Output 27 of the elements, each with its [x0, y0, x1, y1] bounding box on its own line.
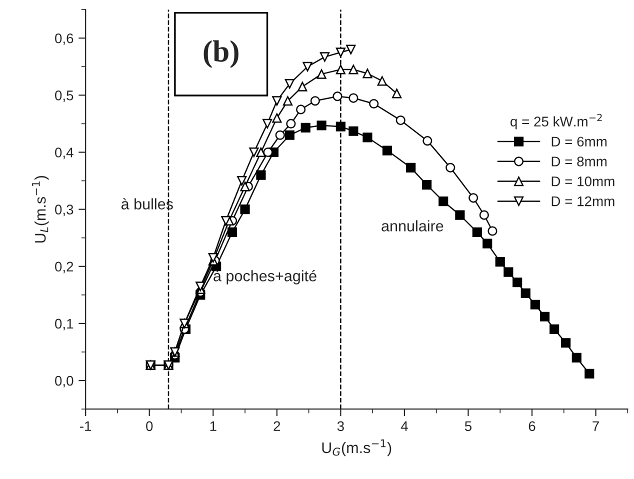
x-tick-label: 4: [400, 421, 408, 431]
x-tick-label: 7: [592, 421, 599, 431]
y-tick-label: 0,2: [55, 262, 74, 274]
x-tick-label: 3: [337, 421, 344, 432]
y-tick-label: 0,5: [55, 90, 74, 102]
annotation: à bulles: [121, 198, 173, 210]
legend-label: D = 8mm: [552, 156, 607, 166]
x-tick-label: 2: [274, 421, 280, 431]
legend-title: q = 25 kW.m$^{−2}$: [510, 114, 602, 130]
y-axis-title: U$_{L}$(m.s$^{−1}$): [32, 176, 49, 243]
annotation: à poches+agité: [214, 270, 316, 284]
legend-label: D = 12mm: [552, 196, 614, 206]
x-tick-label: 0: [146, 421, 153, 432]
annotation: annulaire: [382, 220, 444, 232]
x-tick-label: 5: [464, 421, 472, 432]
annotation: (b): [204, 40, 238, 68]
legend-label: D = 6mm: [552, 136, 607, 147]
y-tick-label: 0,4: [55, 148, 74, 160]
x-tick-label: 1: [210, 421, 216, 431]
x-axis-title: U$_{G}$(m.s$^{−1}$): [322, 439, 392, 456]
legend-label: D = 10mm: [552, 176, 614, 186]
y-tick-label: 0,0: [55, 376, 74, 388]
x-tick-label: -1: [80, 421, 92, 431]
x-tick-label: 6: [528, 421, 536, 432]
y-tick-label: 0,3: [55, 204, 74, 216]
y-tick-label: 0,6: [55, 33, 74, 45]
y-tick-label: 0,1: [55, 318, 74, 330]
